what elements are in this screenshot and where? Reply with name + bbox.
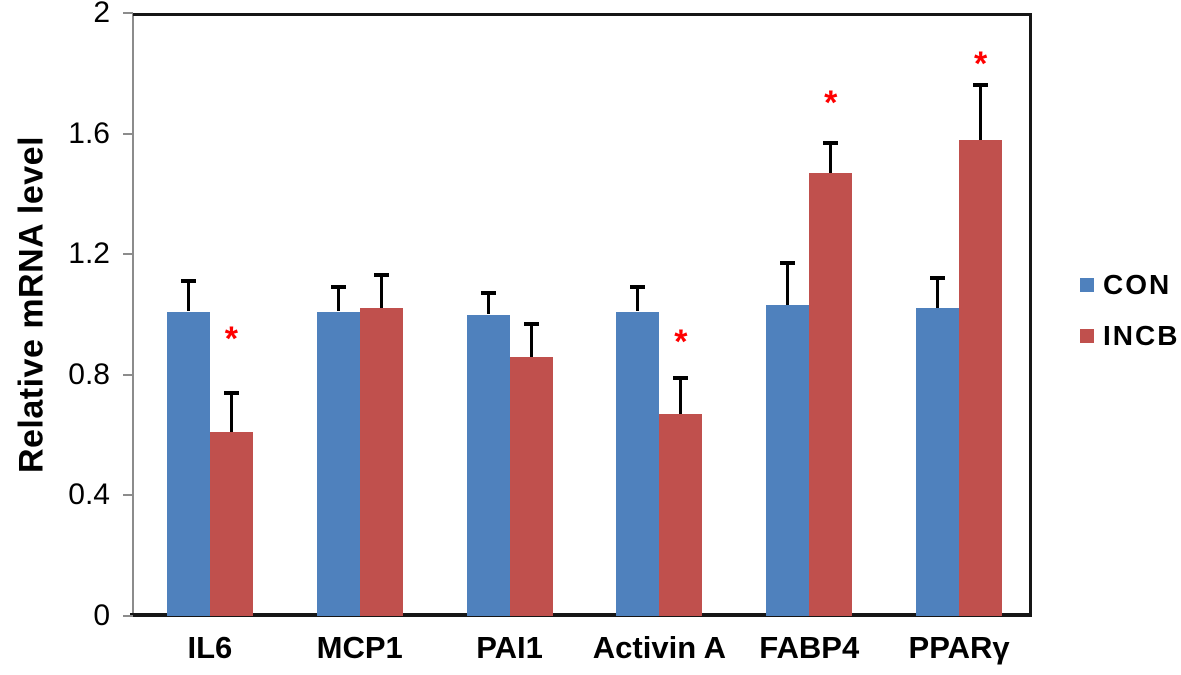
error-bar-stem	[529, 323, 533, 357]
x-category-label-activin-a: Activin A	[592, 630, 726, 665]
legend-item-incb: INCB	[1080, 320, 1180, 374]
x-category-label-mcp1: MCP1	[316, 630, 403, 665]
significance-asterisk-il6: *	[224, 319, 239, 358]
bar-incb-mcp1	[359, 308, 403, 616]
y-tick-mark	[123, 12, 133, 14]
error-bar-stem	[786, 263, 790, 306]
legend-label-con: CON	[1103, 269, 1172, 300]
y-tick-label: 2	[93, 0, 110, 29]
y-tick-label: 0	[93, 599, 110, 632]
x-category-label-ppar-: PPARγ	[908, 630, 1010, 665]
y-tick-label: 1.2	[68, 237, 110, 271]
y-tick-label: 1.6	[68, 116, 110, 150]
error-bar-stem	[829, 142, 833, 173]
bar-con-mcp1	[316, 311, 360, 616]
legend-item-con: CON	[1080, 269, 1179, 323]
bar-con-il6	[166, 311, 210, 616]
y-axis-line	[132, 13, 134, 616]
y-axis-title: Relative mRNA level	[12, 135, 51, 474]
error-bar-cap	[180, 279, 196, 284]
error-bar-stem	[636, 287, 640, 312]
y-tick-mark	[123, 132, 133, 135]
significance-asterisk-ppar-: *	[973, 45, 988, 84]
error-bar-cap	[780, 261, 796, 266]
x-category-label-pai1: PAI1	[476, 630, 543, 665]
y-tick-mark	[123, 253, 133, 256]
error-bar-cap	[223, 390, 239, 395]
error-bar-cap	[930, 276, 946, 281]
error-bar-cap	[373, 273, 389, 278]
bar-con-pai1	[466, 314, 510, 616]
error-bar-stem	[979, 85, 983, 140]
bar-con-ppar-	[916, 308, 960, 616]
error-bar-stem	[679, 377, 683, 414]
bar-incb-fabp4	[809, 172, 853, 616]
error-bar-stem	[379, 275, 383, 309]
y-tick-mark	[123, 615, 133, 617]
bar-incb-pai1	[509, 356, 553, 616]
bar-con-activin-a	[616, 311, 660, 616]
error-bar-stem	[229, 392, 233, 433]
error-bar-cap	[330, 285, 346, 290]
error-bar-cap	[480, 291, 496, 296]
bar-incb-activin-a	[659, 414, 703, 616]
x-category-label-fabp4: FABP4	[759, 630, 860, 665]
significance-asterisk-fabp4: *	[824, 84, 838, 123]
x-axis-line	[130, 613, 1032, 617]
plot-area: * * * *	[130, 13, 1032, 617]
y-tick-label: 0.4	[68, 478, 110, 512]
error-bar-cap	[673, 375, 689, 380]
bar-incb-il6	[209, 432, 253, 616]
y-tick-label: 0.8	[68, 357, 110, 391]
plot-border-right	[1029, 13, 1032, 616]
error-bar-stem	[336, 287, 340, 312]
error-bar-cap	[630, 285, 646, 290]
bar-con-fabp4	[766, 305, 810, 616]
error-bar-stem	[936, 278, 940, 309]
plot-border-top	[133, 13, 1032, 16]
bar-incb-ppar-	[959, 139, 1003, 616]
error-bar-stem	[486, 293, 490, 315]
legend: CON INCB	[1080, 269, 1180, 374]
legend-label-incb: INCB	[1103, 320, 1180, 351]
error-bar-cap	[523, 321, 539, 326]
y-tick-mark	[123, 373, 133, 376]
error-bar-cap	[823, 140, 839, 145]
legend-swatch-incb	[1080, 329, 1094, 343]
legend-swatch-con	[1080, 278, 1094, 292]
error-bar-cap	[973, 83, 989, 88]
x-category-label-il6: IL6	[187, 630, 233, 665]
y-tick-mark	[123, 494, 133, 497]
error-bar-stem	[186, 281, 190, 312]
significance-asterisk-activin-a: *	[674, 322, 688, 361]
